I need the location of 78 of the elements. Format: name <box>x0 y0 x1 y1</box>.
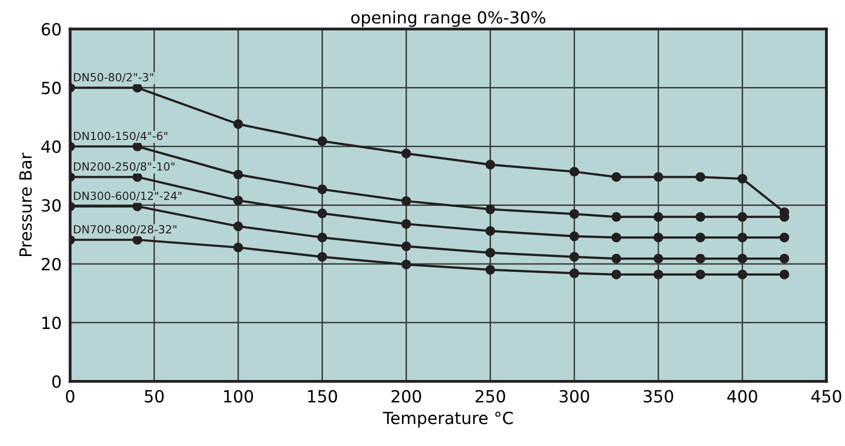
point <box>485 248 496 258</box>
point <box>611 254 622 264</box>
point <box>696 212 706 222</box>
point <box>317 208 328 218</box>
y-axis-title: Pressure Bar <box>19 152 32 256</box>
y-tick-label: 60 <box>42 22 61 36</box>
x-tick-label: 200 <box>392 390 422 403</box>
point <box>401 196 412 206</box>
point <box>738 232 748 242</box>
point <box>317 184 328 194</box>
x-tick-label: 250 <box>476 390 506 403</box>
point <box>569 209 580 219</box>
point <box>780 232 790 242</box>
series-label: DN200-250/8"-10" <box>74 162 174 172</box>
point <box>317 136 328 146</box>
point <box>738 254 748 264</box>
point <box>653 254 664 264</box>
series-label: DN700-800/28-32" <box>74 225 176 234</box>
x-tick-label: 150 <box>308 390 338 403</box>
point <box>569 252 580 262</box>
point <box>738 212 748 222</box>
point <box>569 231 580 242</box>
point <box>738 174 748 184</box>
y-tick-label: 0 <box>52 375 61 388</box>
y-tick-label: 10 <box>42 316 61 330</box>
point <box>696 270 706 280</box>
point <box>401 260 412 270</box>
x-tick-label: 450 <box>811 390 842 403</box>
point <box>611 270 622 280</box>
y-tick-label: 40 <box>41 140 61 154</box>
point <box>132 82 142 93</box>
point <box>233 170 244 180</box>
point <box>233 119 244 129</box>
x-tick-label: 350 <box>644 390 674 403</box>
point <box>696 172 706 182</box>
point <box>653 232 664 242</box>
point <box>780 254 790 264</box>
point <box>611 232 622 242</box>
point <box>611 172 622 182</box>
x-tick-label: 300 <box>560 390 590 403</box>
y-tick-label: 50 <box>42 82 61 94</box>
x-tick-label: 400 <box>727 390 758 403</box>
chart-title: opening range 0%-30% <box>351 10 546 27</box>
series-label: DN50-80/2"-3" <box>74 72 154 82</box>
point <box>485 204 496 214</box>
point <box>569 268 580 278</box>
point <box>485 264 496 275</box>
point <box>738 270 748 280</box>
x-tick-label: 50 <box>144 390 164 403</box>
point <box>132 201 142 212</box>
y-tick-label: 30 <box>42 199 61 212</box>
point <box>233 196 244 206</box>
point <box>696 254 706 264</box>
point <box>233 242 244 252</box>
point <box>611 212 622 222</box>
point <box>696 232 706 242</box>
point <box>317 232 328 242</box>
x-axis-title: Temperature °C <box>382 412 513 428</box>
point <box>317 252 328 262</box>
point <box>780 270 790 280</box>
x-tick-label: 0 <box>66 390 74 403</box>
series-label: DN100-150/4"-6" <box>74 132 168 141</box>
point <box>401 148 412 158</box>
point <box>132 234 142 245</box>
point <box>132 142 142 152</box>
point <box>401 241 412 252</box>
point <box>485 226 496 236</box>
point <box>569 166 580 177</box>
point <box>653 212 664 222</box>
point <box>233 221 244 232</box>
point <box>653 172 664 182</box>
series-label: DN300-600/12"-24" <box>74 192 182 201</box>
point <box>401 219 412 229</box>
x-tick-label: 100 <box>224 390 253 403</box>
point <box>653 270 664 280</box>
y-tick-label: 20 <box>42 258 61 270</box>
point <box>132 172 142 182</box>
point <box>485 160 496 170</box>
